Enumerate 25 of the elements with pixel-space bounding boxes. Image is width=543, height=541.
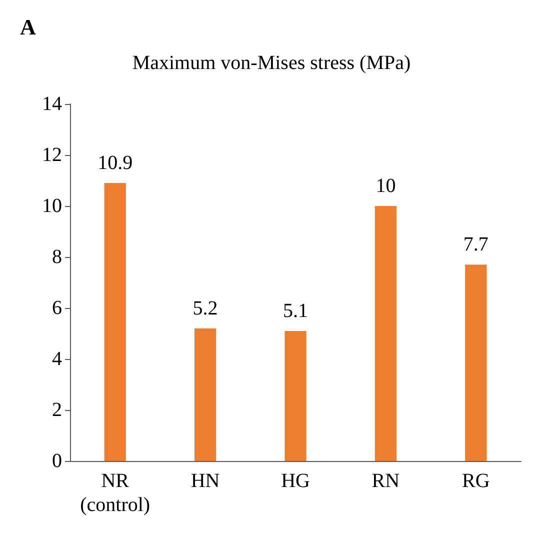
bar — [284, 330, 306, 461]
bar — [465, 264, 487, 461]
y-tick-label: 8 — [52, 246, 62, 268]
y-tick-label: 2 — [52, 399, 62, 421]
x-tick-label: HN — [190, 470, 220, 492]
data-label: 5.2 — [192, 297, 218, 320]
y-tick-label: 10 — [42, 195, 62, 217]
x-tick-label: RN — [372, 470, 400, 492]
bar — [194, 328, 216, 461]
y-tick-label: 12 — [42, 144, 62, 166]
data-label: 10.9 — [98, 152, 133, 174]
bar — [374, 206, 397, 461]
y-tick-label: 14 — [42, 93, 62, 115]
data-label: 7.7 — [463, 234, 488, 256]
text: A — [20, 14, 36, 40]
y-tick-label: 4 — [52, 348, 62, 370]
x-tick-label: NR (control) — [80, 470, 150, 516]
y-tick-label: 6 — [52, 297, 62, 319]
data-label: 5.1 — [283, 300, 308, 322]
x-tick-label: RG — [462, 470, 490, 492]
bar — [104, 183, 126, 461]
x-tick-label: HG — [281, 470, 310, 492]
y-tick-label: 0 — [52, 450, 62, 472]
chart-title: Maximum von-Mises stress (MPa) — [132, 52, 411, 74]
data-label: 10 — [376, 175, 396, 197]
